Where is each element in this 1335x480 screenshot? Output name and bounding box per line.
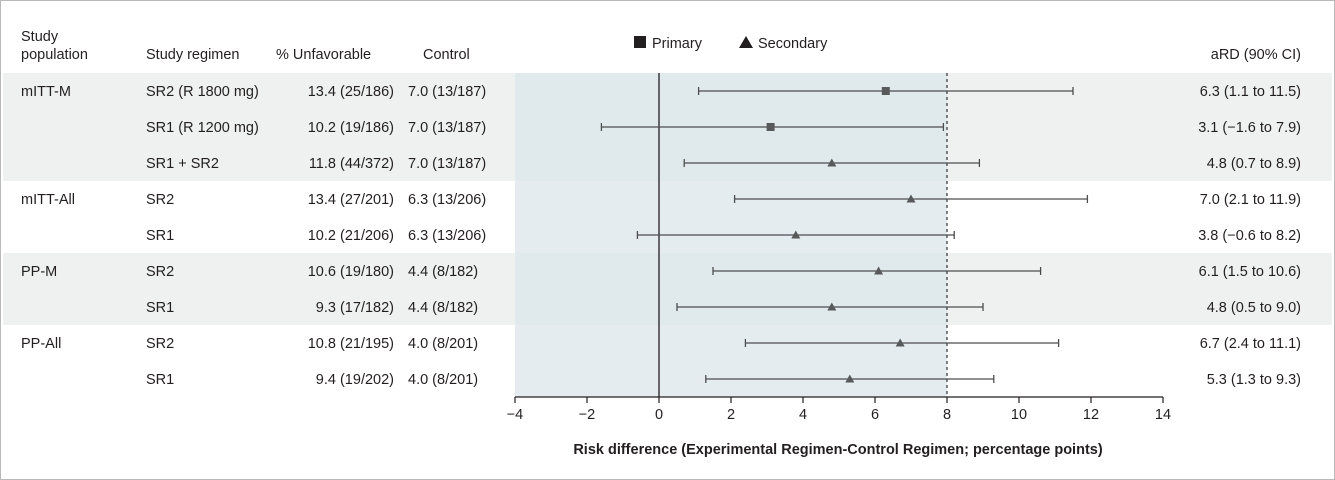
row-ard: 5.3 (1.3 to 9.3) <box>1207 372 1301 388</box>
table-row: mITT-M SR2 (R 1800 mg) 13.4 (25/186) 7.0 (1… <box>21 84 1301 100</box>
legend-primary-label: Primary <box>652 36 703 52</box>
point-estimate-square <box>881 87 890 95</box>
row-control: 4.0 (8/201) <box>408 372 478 388</box>
x-tick-label: 0 <box>655 407 663 423</box>
row-ard: 7.0 (2.1 to 11.9) <box>1200 192 1301 208</box>
row-control: 7.0 (13/187) <box>408 156 486 172</box>
row-population: mITT-All <box>21 192 75 208</box>
row-control: 7.0 (13/187) <box>408 84 486 100</box>
x-tick-label: 2 <box>727 407 735 423</box>
row-unfavorable: 9.3 (17/182) <box>316 300 394 316</box>
row-ard: 4.8 (0.7 to 8.9) <box>1207 156 1301 172</box>
x-tick-label: −2 <box>579 407 596 423</box>
row-unfavorable: 13.4 (27/201) <box>308 192 394 208</box>
row-unfavorable: 10.8 (21/195) <box>308 336 394 352</box>
legend-secondary-label: Secondary <box>758 36 828 52</box>
header-unfavorable: % Unfavorable <box>276 47 371 63</box>
x-tick-label: 12 <box>1083 407 1099 423</box>
point-estimate-triangle <box>827 302 837 311</box>
row-ard: 6.1 (1.5 to 10.6) <box>1199 264 1301 280</box>
row-control: 7.0 (13/187) <box>408 120 486 136</box>
row-unfavorable: 13.4 (25/186) <box>308 84 394 100</box>
table-row: SR1 9.4 (19/202) 4.0 (8/201) 5.3 (1.3 to 9.… <box>146 372 1301 388</box>
row-regimen: SR2 (R 1800 mg) <box>146 84 259 100</box>
header-population-line1: Study <box>21 29 59 45</box>
point-estimate-triangle <box>874 266 884 275</box>
row-control: 4.0 (8/201) <box>408 336 478 352</box>
row-control: 6.3 (13/206) <box>408 228 486 244</box>
row-ard: 4.8 (0.5 to 9.0) <box>1207 300 1301 316</box>
row-regimen: SR1 + SR2 <box>146 156 219 172</box>
row-regimen: SR1 <box>146 228 174 244</box>
table-row: SR1 9.3 (17/182) 4.4 (8/182) 4.8 (0.5 to 9.… <box>146 300 1301 316</box>
table-row: SR1 (R 1200 mg) 10.2 (19/186) 7.0 (13/187)… <box>146 120 1301 136</box>
header-ard: aRD (90% CI) <box>1211 47 1301 63</box>
row-population: PP-All <box>21 336 61 352</box>
table-row: PP-All SR2 10.8 (21/195) 4.0 (8/201) 6.7 (2.… <box>21 336 1301 352</box>
row-population: mITT-M <box>21 84 71 100</box>
x-tick-label: 4 <box>799 407 807 423</box>
row-ard: 3.1 (−1.6 to 7.9) <box>1198 120 1301 136</box>
table-row: PP-M SR2 10.6 (19/180) 4.4 (8/182) 6.1 (1.5 … <box>21 264 1301 280</box>
point-estimate-triangle <box>791 230 801 239</box>
x-axis-label: Risk difference (Experimental Regimen-Co… <box>573 442 1103 458</box>
table-row: mITT-All SR2 13.4 (27/201) 6.3 (13/206) 7.0 … <box>21 192 1301 208</box>
point-estimate-square <box>766 123 775 131</box>
x-axis: Risk difference (Experimental Regimen-Co… <box>507 396 1171 458</box>
point-estimate-triangle <box>845 374 855 383</box>
row-ard: 3.8 (−0.6 to 8.2) <box>1198 228 1301 244</box>
row-ard: 6.7 (2.4 to 11.1) <box>1200 336 1301 352</box>
row-ard: 6.3 (1.1 to 11.5) <box>1200 84 1301 100</box>
x-tick-label: 14 <box>1155 407 1171 423</box>
row-regimen: SR1 <box>146 300 174 316</box>
header-regimen: Study regimen <box>146 47 240 63</box>
header-population-line2: population <box>21 47 88 63</box>
x-tick-label: 10 <box>1011 407 1027 423</box>
row-regimen: SR2 <box>146 336 174 352</box>
legend-square-marker <box>634 36 646 48</box>
point-estimate-triangle <box>906 194 916 203</box>
header-control: Control <box>423 47 470 63</box>
x-tick-label: 8 <box>943 407 951 423</box>
row-unfavorable: 11.8 (44/372) <box>309 156 394 172</box>
point-estimate-triangle <box>895 338 905 347</box>
row-population: PP-M <box>21 264 57 280</box>
column-headers: Study population Study regimen % Unfavor… <box>21 29 1301 63</box>
row-regimen: SR2 <box>146 192 174 208</box>
row-unfavorable: 10.6 (19/180) <box>308 264 394 280</box>
legend-triangle-marker <box>739 36 753 48</box>
legend: Primary Secondary <box>634 36 828 52</box>
x-tick-label: 6 <box>871 407 879 423</box>
point-estimate-triangle <box>827 158 837 167</box>
table-row: SR1 10.2 (21/206) 6.3 (13/206) 3.8 (−0.6 to… <box>146 228 1301 244</box>
row-regimen: SR1 <box>146 372 174 388</box>
row-unfavorable: 10.2 (19/186) <box>308 120 394 136</box>
data-rows: mITT-M SR2 (R 1800 mg) 13.4 (25/186) 7.0 (1… <box>21 84 1301 388</box>
row-regimen: SR2 <box>146 264 174 280</box>
row-unfavorable: 10.2 (21/206) <box>308 228 394 244</box>
row-control: 6.3 (13/206) <box>408 192 486 208</box>
row-control: 4.4 (8/182) <box>408 264 478 280</box>
row-unfavorable: 9.4 (19/202) <box>316 372 394 388</box>
row-regimen: SR1 (R 1200 mg) <box>146 120 259 136</box>
x-tick-label: −4 <box>507 407 524 423</box>
row-control: 4.4 (8/182) <box>408 300 478 316</box>
table-row: SR1 + SR2 11.8 (44/372) 7.0 (13/187) 4.8 (0… <box>146 156 1301 172</box>
